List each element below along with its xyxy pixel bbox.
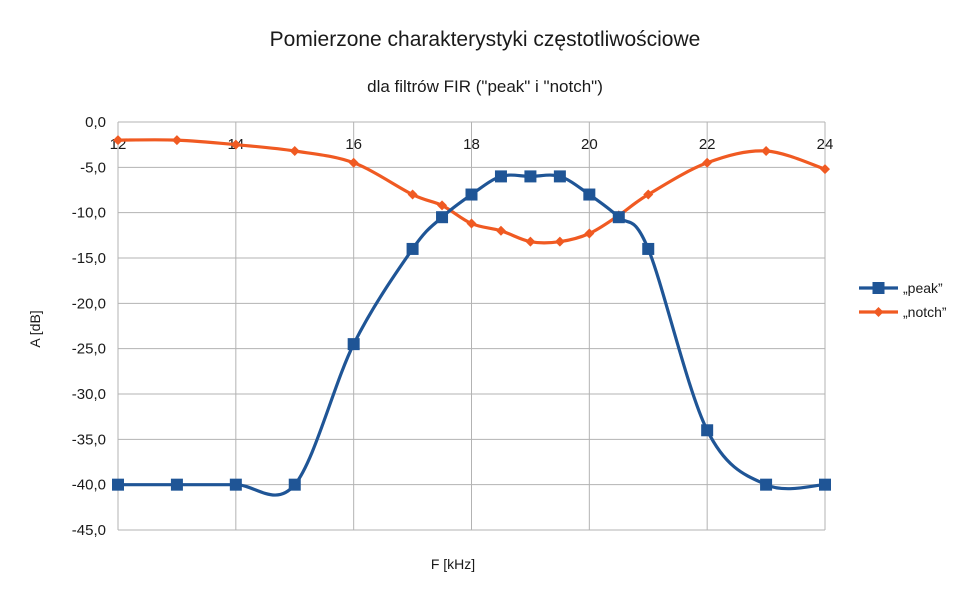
series-notch-point	[643, 189, 654, 200]
y-tick-label: -40,0	[72, 477, 106, 494]
chart-subtitle: dla filtrów FIR ("peak" i "notch")	[367, 77, 603, 96]
legend-notch-marker	[873, 307, 884, 317]
series-notch-point	[437, 200, 448, 211]
series-peak	[112, 170, 831, 497]
series-peak-point	[553, 170, 566, 183]
series-notch-point	[554, 236, 565, 247]
x-tick-label: 24	[817, 136, 834, 153]
series-notch-point	[348, 157, 359, 168]
series-notch-point	[584, 228, 595, 239]
x-tick-label: 22	[699, 136, 716, 153]
y-tick-label: -10,0	[72, 205, 106, 222]
series-peak-point	[347, 338, 360, 351]
series-peak-point	[229, 478, 242, 491]
series-notch	[113, 135, 830, 247]
series-peak-point	[583, 188, 596, 201]
y-tick-label: -45,0	[72, 522, 106, 539]
series-peak-point	[760, 478, 773, 491]
series-notch-point	[466, 218, 477, 229]
y-tick-label: -15,0	[72, 250, 106, 267]
y-tick-label: -25,0	[72, 341, 106, 358]
x-tick-label: 18	[463, 136, 480, 153]
x-tick-label: 20	[581, 136, 598, 153]
y-tick-label: -20,0	[72, 295, 106, 312]
series-peak-point	[612, 211, 625, 224]
series-peak-point	[819, 478, 831, 491]
legend-peak-label: „peak”	[903, 280, 943, 296]
series-notch-point	[702, 157, 713, 168]
y-tick-label: 0,0	[85, 114, 106, 131]
legend: „peak” „notch”	[859, 280, 947, 320]
x-tick-label: 16	[345, 136, 362, 153]
chart-title: Pomierzone charakterystyki częstotliwośc…	[270, 28, 701, 51]
series-peak-point	[494, 170, 507, 183]
legend-notch-label: „notch”	[903, 304, 947, 320]
y-tick-label: -30,0	[72, 386, 106, 403]
series-peak-point	[288, 478, 301, 491]
x-axis-label: F [kHz]	[431, 556, 475, 572]
y-axis-label: A [dB]	[27, 310, 43, 347]
series-notch-point	[820, 164, 830, 175]
series-notch-point	[171, 135, 182, 146]
plot-area: 0,0 -5,0 -10,0 -15,0 -20,0 -25,0 -30,0 -35,0 -40…	[72, 114, 834, 539]
series-notch-point	[289, 146, 300, 157]
series-peak-point	[406, 242, 419, 255]
series-peak-point	[465, 188, 478, 201]
series-peak-point	[524, 170, 537, 183]
series-peak-point	[642, 242, 655, 255]
series-notch-point	[113, 135, 123, 146]
legend-peak-marker	[872, 282, 885, 294]
y-tick-label: -35,0	[72, 431, 106, 448]
y-tick-label: -5,0	[80, 159, 106, 176]
series-peak-point	[112, 478, 124, 491]
series-peak-point	[436, 211, 449, 224]
series-notch-point	[525, 236, 536, 247]
series-peak-point	[170, 478, 183, 491]
series-notch-point	[230, 139, 241, 150]
series-notch-point	[495, 225, 506, 236]
series-notch-point	[761, 146, 772, 157]
series-peak-point	[701, 424, 714, 437]
series-notch-point	[407, 189, 418, 200]
